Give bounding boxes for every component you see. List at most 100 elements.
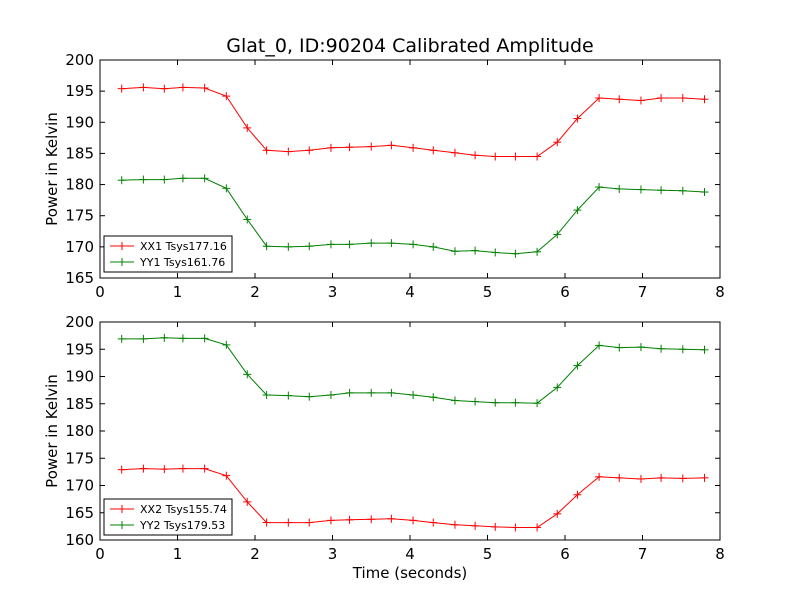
data-point-marker xyxy=(139,464,148,473)
data-point-marker xyxy=(367,142,376,151)
data-point-marker xyxy=(222,471,231,480)
data-point-marker xyxy=(636,96,645,105)
x-tick-label: 6 xyxy=(560,283,570,301)
data-point-marker xyxy=(326,240,335,249)
data-point-marker xyxy=(243,497,252,506)
data-point-marker xyxy=(511,249,520,258)
data-point-marker xyxy=(533,523,542,532)
y-tick-label: 180 xyxy=(65,176,94,194)
data-point-marker xyxy=(345,515,354,524)
legend-label: XX2 Tsys155.74 xyxy=(140,503,227,516)
data-point-marker xyxy=(387,388,396,397)
data-point-marker xyxy=(471,246,480,255)
y-tick-label: 200 xyxy=(65,313,94,331)
y-tick-label: 185 xyxy=(65,144,94,162)
legend-item: YY2 Tsys179.53 xyxy=(110,519,225,532)
data-point-marker xyxy=(409,143,418,152)
data-point-marker xyxy=(243,370,252,379)
x-tick-label: 4 xyxy=(405,283,415,301)
x-tick-label: 0 xyxy=(95,283,105,301)
data-point-marker xyxy=(305,242,314,251)
data-point-marker xyxy=(450,247,459,256)
data-point-marker xyxy=(178,174,187,183)
data-point-marker xyxy=(387,141,396,150)
x-tick-label: 8 xyxy=(715,545,725,563)
data-point-marker xyxy=(700,188,709,197)
legend-label: XX1 Tsys177.16 xyxy=(140,240,227,253)
data-point-marker xyxy=(160,333,169,342)
data-point-marker xyxy=(471,521,480,530)
data-point-marker xyxy=(345,143,354,152)
x-tick-label: 2 xyxy=(250,545,260,563)
data-point-marker xyxy=(595,183,604,192)
data-point-marker xyxy=(222,340,231,349)
data-point-marker xyxy=(200,334,209,343)
data-point-marker xyxy=(511,152,520,161)
data-point-marker xyxy=(700,345,709,354)
x-tick-label: 4 xyxy=(405,545,415,563)
data-point-marker xyxy=(200,174,209,183)
data-point-marker xyxy=(222,184,231,193)
data-point-marker xyxy=(305,392,314,401)
data-point-marker xyxy=(326,391,335,400)
data-point-marker xyxy=(573,206,582,215)
data-point-marker xyxy=(700,95,709,104)
data-point-marker xyxy=(573,114,582,123)
legend-box xyxy=(103,498,233,536)
data-point-marker xyxy=(117,465,126,474)
x-tick-label: 1 xyxy=(173,545,183,563)
data-point-marker xyxy=(595,93,604,102)
data-point-marker xyxy=(262,391,271,400)
bottom-subplot: 0 1 2 3 4 5 6 7 8 160 165 170 175 180 185 190 195 200 Powe… xyxy=(43,313,725,582)
x-tick-label: 7 xyxy=(638,283,648,301)
data-point-marker xyxy=(222,92,231,101)
data-point-marker xyxy=(636,185,645,194)
x-tick-label: 7 xyxy=(638,545,648,563)
data-point-marker xyxy=(491,398,500,407)
top-subplot: 0 1 2 3 4 5 6 7 8 165 170 175 180 185 190 195 200 Power i… xyxy=(43,51,725,301)
y-tick-label: 200 xyxy=(65,51,94,69)
x-tick-label: 6 xyxy=(560,545,570,563)
data-point-marker xyxy=(117,176,126,185)
data-point-marker xyxy=(409,516,418,525)
data-point-marker xyxy=(678,474,687,483)
y-tick-label: 175 xyxy=(65,207,94,225)
data-point-marker xyxy=(409,391,418,400)
data-point-marker xyxy=(262,242,271,251)
data-point-marker xyxy=(533,399,542,408)
y-tick-label: 185 xyxy=(65,395,94,413)
data-point-marker xyxy=(367,515,376,524)
legend-label: YY1 Tsys161.76 xyxy=(139,256,225,269)
data-point-marker xyxy=(160,84,169,93)
data-point-marker xyxy=(700,473,709,482)
y-tick-label: 180 xyxy=(65,422,94,440)
y-tick-label: 170 xyxy=(65,238,94,256)
legend-label: YY2 Tsys179.53 xyxy=(139,519,225,532)
data-point-marker xyxy=(409,240,418,249)
data-point-marker xyxy=(387,514,396,523)
data-point-marker xyxy=(553,509,562,518)
data-point-marker xyxy=(511,398,520,407)
data-point-marker xyxy=(262,518,271,527)
data-point-marker xyxy=(139,175,148,184)
data-point-marker xyxy=(160,175,169,184)
data-point-marker xyxy=(117,84,126,93)
data-point-marker xyxy=(387,239,396,248)
data-point-marker xyxy=(553,138,562,147)
data-point-marker xyxy=(471,397,480,406)
legend-box xyxy=(103,235,233,273)
data-point-marker xyxy=(178,334,187,343)
data-point-marker xyxy=(553,383,562,392)
legend-item: XX1 Tsys177.16 xyxy=(110,240,227,253)
data-point-marker xyxy=(657,344,666,353)
data-point-marker xyxy=(615,95,624,104)
data-point-marker xyxy=(345,388,354,397)
data-point-marker xyxy=(491,248,500,257)
data-point-marker xyxy=(553,230,562,239)
data-point-marker xyxy=(284,147,293,156)
x-tick-label: 5 xyxy=(483,545,493,563)
data-point-marker xyxy=(533,152,542,161)
y-tick-label: 170 xyxy=(65,477,94,495)
x-tick-label: 1 xyxy=(173,283,183,301)
